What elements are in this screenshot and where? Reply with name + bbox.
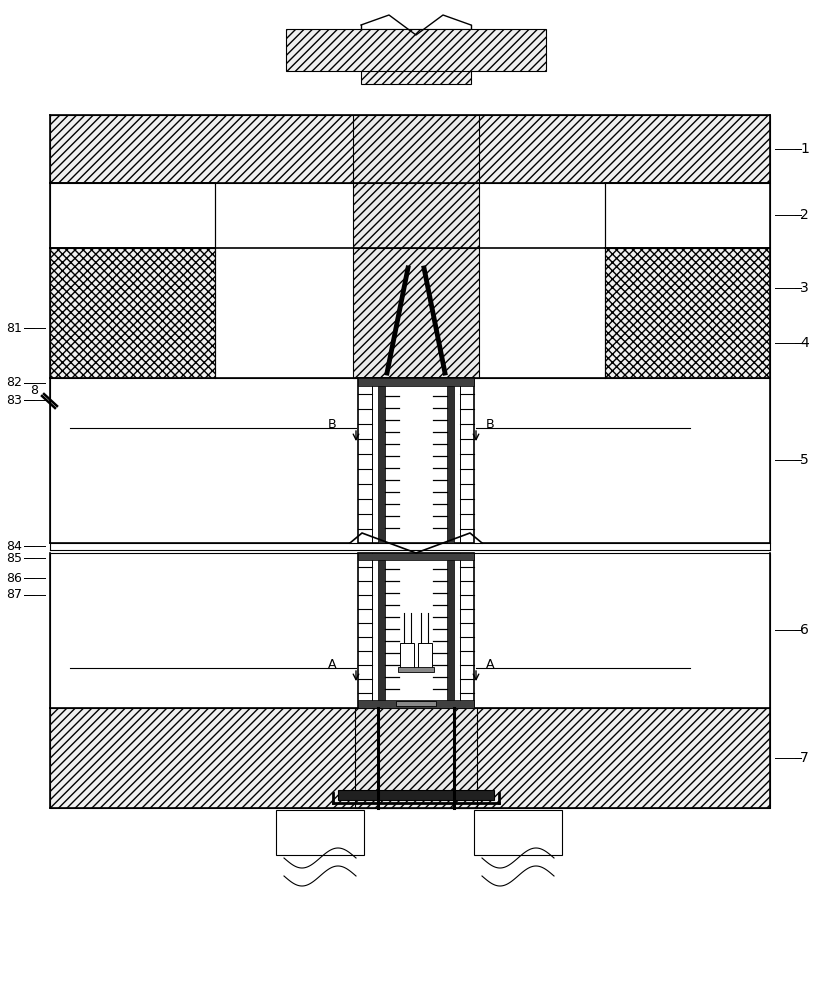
Text: 81: 81 [6,322,22,334]
Bar [353,183,479,248]
Bar [353,115,479,183]
Bar [447,560,454,708]
Text: 5: 5 [800,453,809,467]
Text: A: A [327,658,336,670]
Bar [50,553,770,708]
Text: 86: 86 [6,572,22,584]
Text: 4: 4 [800,336,809,350]
Bar [50,115,770,183]
Text: A: A [486,658,495,670]
Bar [358,553,474,708]
Bar [378,386,385,543]
Text: 82: 82 [6,376,22,389]
Bar [338,790,494,800]
Text: 3: 3 [800,281,809,295]
Bar [50,378,770,543]
Text: 7: 7 [800,751,809,765]
Text: 6: 6 [800,623,809,637]
Bar [50,248,215,378]
Bar [50,708,770,808]
Text: 8: 8 [30,383,38,396]
Text: B: B [486,418,495,430]
Bar [361,29,471,84]
Bar [358,378,474,543]
Text: 2: 2 [800,208,809,222]
Bar [286,29,546,71]
Bar [358,553,474,560]
Bar [358,700,474,708]
Bar [605,248,770,378]
Text: 87: 87 [6,588,22,601]
Bar [474,810,562,855]
Bar [276,810,364,855]
Bar [378,560,385,708]
Text: B: B [327,418,336,430]
Bar [396,701,436,706]
Text: 83: 83 [6,393,22,406]
Bar [358,378,474,386]
Bar [447,386,454,543]
Bar [418,643,432,668]
Bar [353,248,479,378]
Text: 85: 85 [6,552,22,564]
Bar [398,667,434,672]
Bar [400,643,414,668]
Text: 1: 1 [800,142,809,156]
Text: 84: 84 [6,540,22,552]
Bar [355,708,477,808]
Bar [50,183,215,248]
Bar [605,183,770,248]
